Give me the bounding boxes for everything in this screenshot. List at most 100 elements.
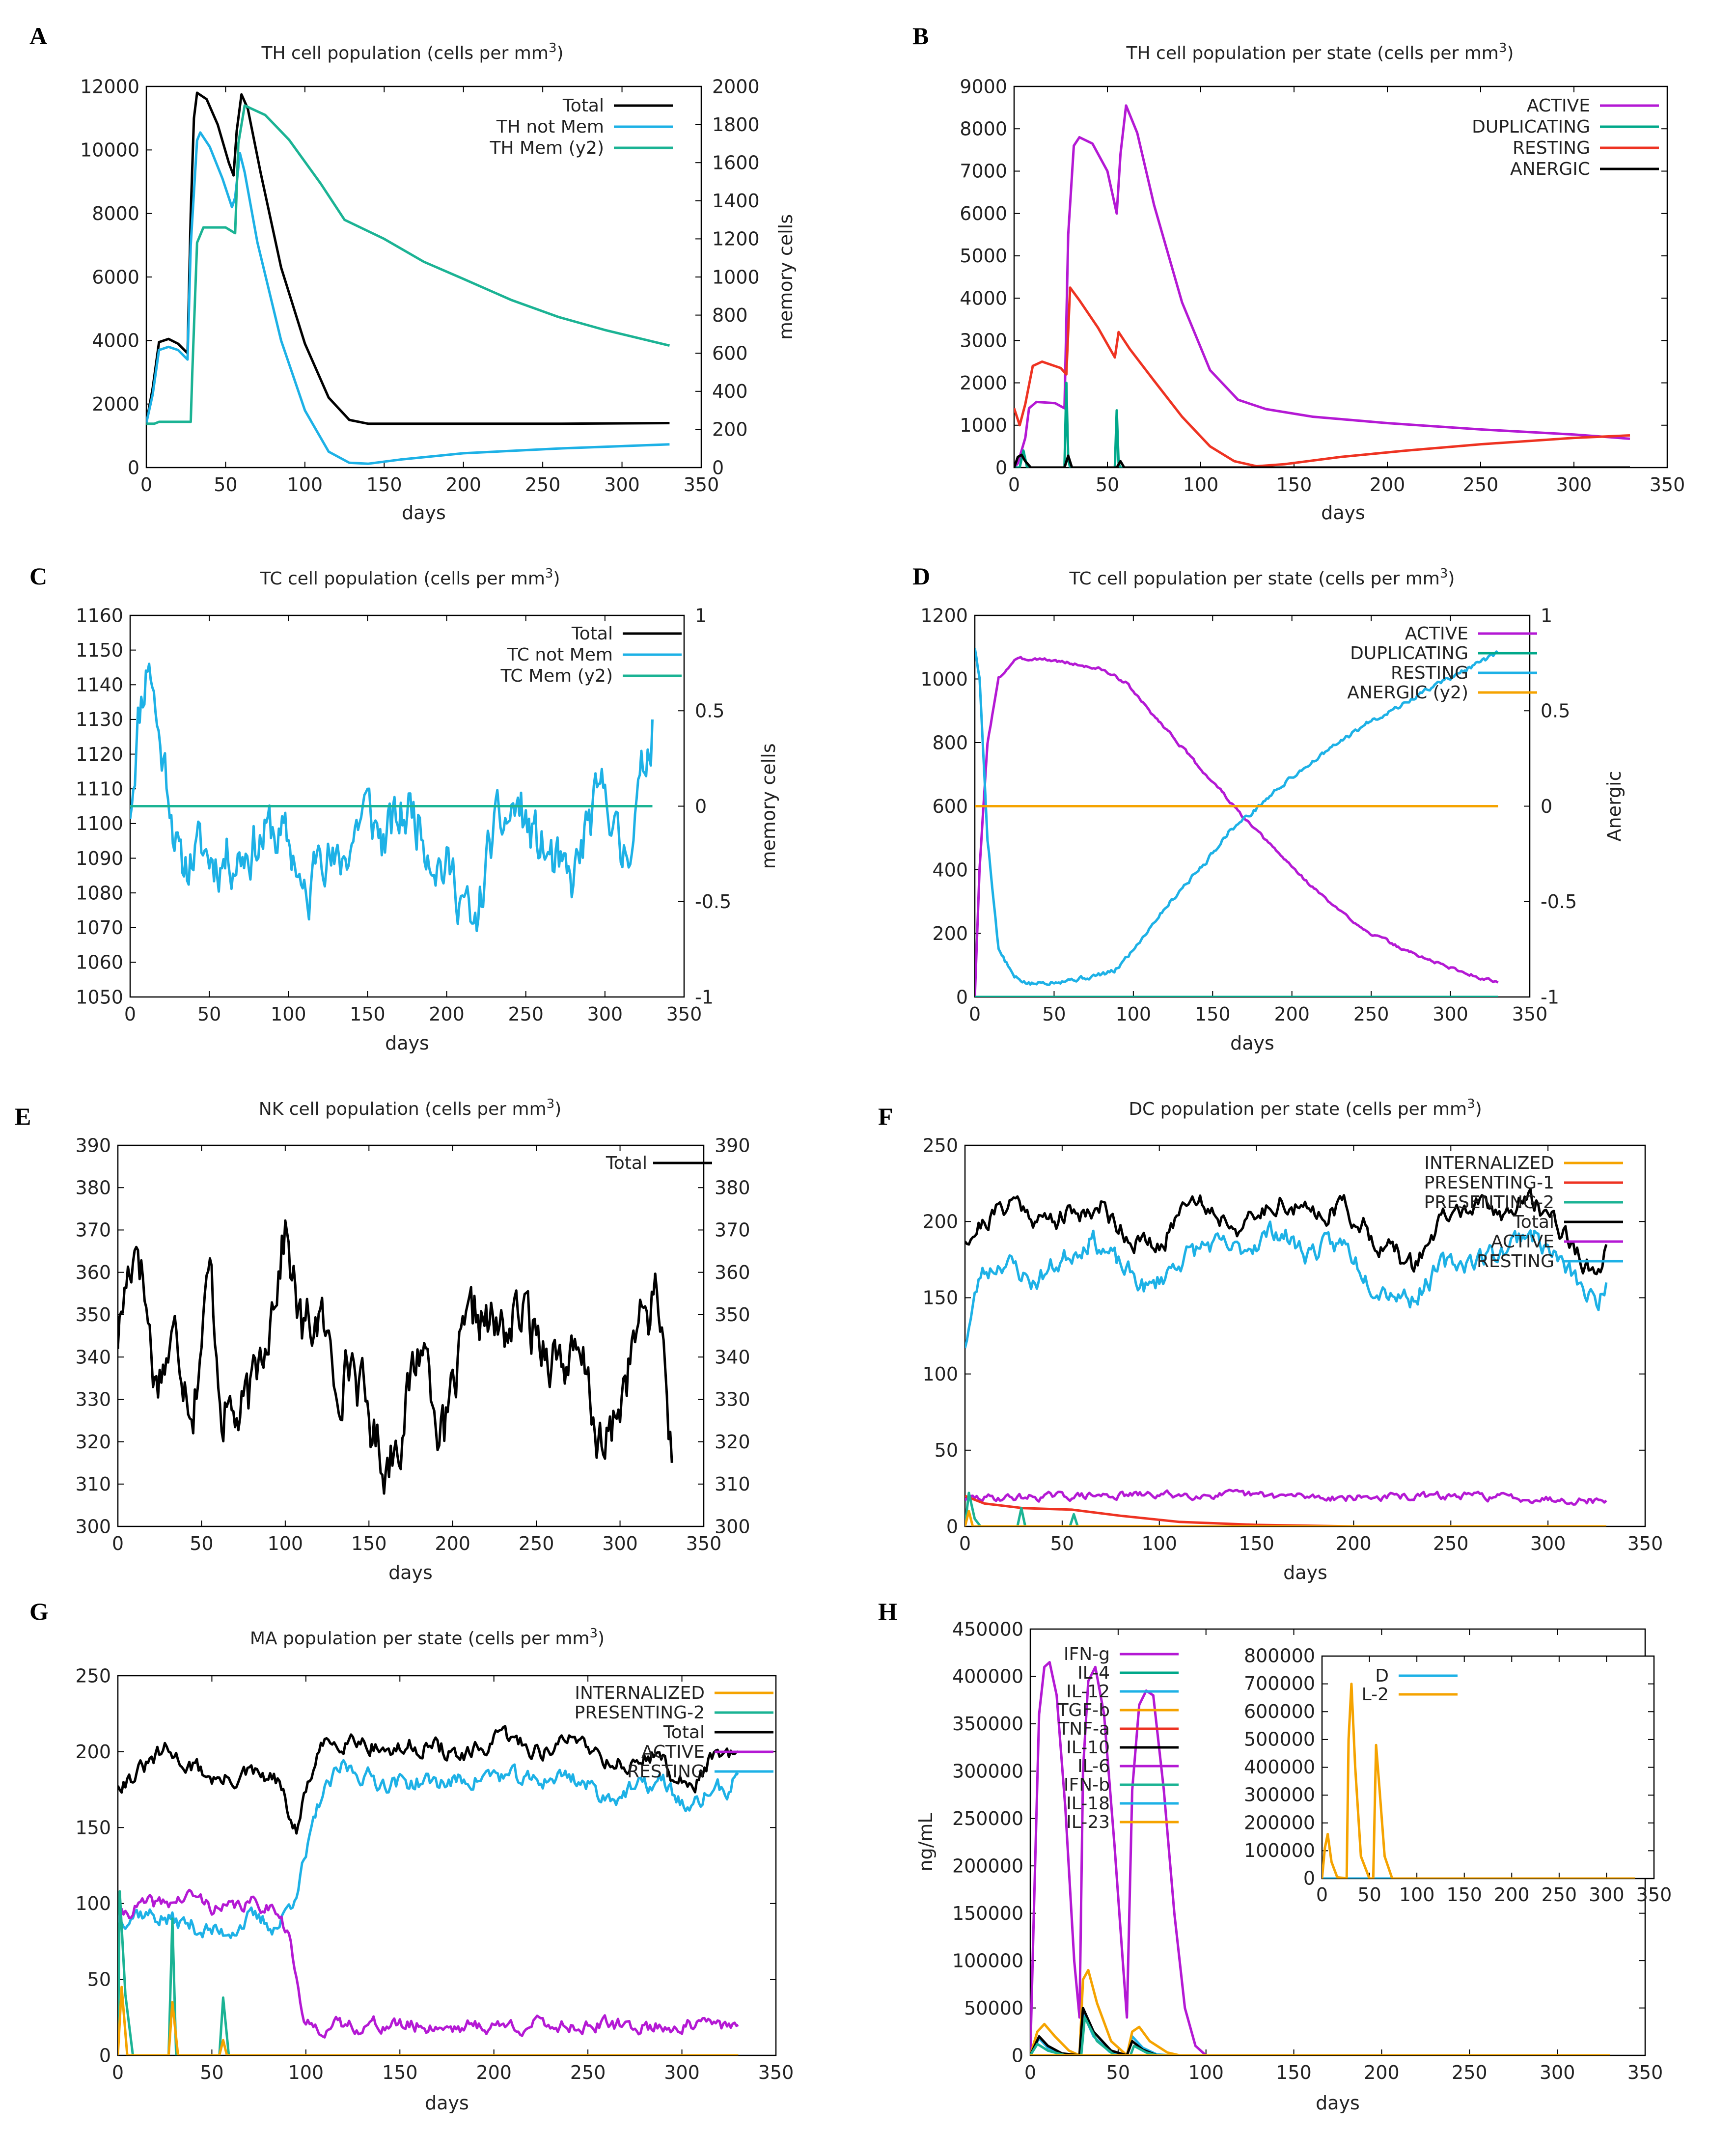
x-tick-label: 250 — [1463, 474, 1499, 496]
y-tick-label: 1160 — [76, 605, 123, 626]
y-tick-label: 0 — [995, 457, 1007, 478]
panel-letter: D — [912, 562, 930, 590]
x-tick-label: 250 — [1433, 1533, 1469, 1554]
h-legend-label: IL-6 — [1077, 1756, 1110, 1776]
d-legend-label: DUPLICATING — [1350, 643, 1468, 664]
chart-title: NK cell population (cells per mm3) — [259, 1097, 562, 1119]
y-tick-label: 7000 — [960, 161, 1007, 182]
x-tick-label: 300 — [1433, 1003, 1468, 1025]
x-tick-label: 100 — [1399, 1884, 1435, 1906]
series-line-active — [1014, 104, 1630, 468]
x-tick-label: 300 — [1540, 2062, 1575, 2083]
series-line-total — [965, 1188, 1608, 1275]
x-tick-label: 350 — [1650, 474, 1685, 496]
series-line-presenting-2 — [118, 1890, 739, 2055]
y2-tick-label: 0 — [1541, 796, 1552, 817]
x-tick-label: 200 — [1494, 1884, 1530, 1906]
x-tick-label: 150 — [351, 1533, 387, 1554]
x-tick-label: 200 — [1364, 2062, 1400, 2083]
y-tick-label: 390 — [75, 1134, 111, 1156]
y-tick-label: 0 — [946, 1516, 958, 1537]
h-legend-label: IL-4 — [1077, 1663, 1110, 1683]
h-inset-legend-label: L-2 — [1362, 1685, 1389, 1705]
x-axis-label: days — [1230, 1032, 1274, 1054]
y2-tick-label: 1400 — [712, 190, 760, 212]
x-tick-label: 250 — [1452, 2062, 1488, 2083]
y2-tick-label: 1 — [1541, 605, 1552, 626]
x-tick-label: 150 — [1446, 1884, 1482, 1906]
g-legend-label: INTERNALIZED — [575, 1683, 705, 1703]
a-legend-label: TH not Mem — [496, 117, 604, 137]
chart-title: TC cell population (cells per mm3) — [259, 566, 560, 589]
h-inset-legend-label: D — [1375, 1666, 1389, 1686]
panel-letter: B — [912, 22, 929, 50]
y-tick-label: 350000 — [952, 1713, 1023, 1735]
y-tick-label: 1100 — [76, 813, 123, 834]
x-tick-label: 300 — [664, 2062, 700, 2083]
panel-letter: F — [878, 1103, 893, 1130]
g-legend-label: Total — [663, 1722, 705, 1743]
series-line-th-not-mem — [146, 131, 670, 465]
x-tick-label: 200 — [445, 474, 481, 496]
x-tick-label: 50 — [1050, 1533, 1074, 1554]
y2-tick-label: 2000 — [712, 76, 760, 97]
g-legend-label: RESTING — [627, 1762, 705, 1782]
y2-tick-label: 1 — [695, 605, 707, 626]
y-tick-label: 400000 — [952, 1666, 1023, 1687]
series-group — [118, 1725, 739, 2055]
x-tick-label: 300 — [1589, 1884, 1625, 1906]
x-tick-label: 250 — [508, 1003, 544, 1025]
y-tick-label: 150 — [922, 1287, 958, 1309]
panel-g: G MA population per state (cells per mm3)… — [29, 1598, 794, 2114]
y2-tick-label: -1 — [695, 986, 714, 1008]
y-tick-label: 1110 — [76, 778, 123, 800]
x-tick-label: 0 — [1024, 2062, 1036, 2083]
y-tick-label: 10000 — [80, 139, 139, 161]
panel-letter: E — [15, 1103, 31, 1130]
d-legend-label: RESTING — [1391, 663, 1468, 683]
x-tick-label: 0 — [1316, 1884, 1328, 1906]
y-tick-label: 2000 — [960, 372, 1007, 394]
x-axis-label: days — [1321, 502, 1365, 524]
x-tick-label: 50 — [1096, 474, 1119, 496]
y2-tick-label: 370 — [715, 1219, 750, 1241]
series-line-active — [118, 1888, 739, 2039]
d-legend-label: ANERGIC (y2) — [1347, 683, 1468, 703]
x-tick-label: 300 — [587, 1003, 623, 1025]
y-tick-label: 250000 — [952, 1808, 1023, 1829]
series-line-internalized — [965, 1510, 1606, 1526]
x-axis-label: days — [425, 2092, 469, 2114]
y-tick-label: 100000 — [1244, 1840, 1315, 1861]
x-tick-label: 350 — [684, 474, 719, 496]
y-tick-label: 200 — [922, 1211, 958, 1233]
x-tick-label: 200 — [429, 1003, 465, 1025]
series-line-total — [118, 1725, 739, 1835]
y-tick-label: 1080 — [76, 882, 123, 904]
y-tick-label: 4000 — [960, 287, 1007, 309]
series-line-anergic — [1014, 453, 1630, 468]
series-line-internalized — [118, 1986, 739, 2055]
panel-h: H0 50 100 150 200 250 300 350050000100000150000… — [878, 1598, 1672, 2114]
plot-frame — [145, 85, 702, 469]
plot-frame — [117, 1144, 705, 1527]
y-tick-label: 350 — [75, 1304, 111, 1326]
y-tick-label: 9000 — [960, 76, 1007, 97]
x-tick-label: 50 — [200, 2062, 223, 2083]
series-line-active — [975, 656, 1499, 997]
x-tick-label: 250 — [519, 1533, 554, 1554]
x-tick-label: 100 — [1183, 474, 1219, 496]
y-tick-label: 370 — [75, 1219, 111, 1241]
f-legend-label: RESTING — [1477, 1251, 1554, 1272]
y-tick-label: 0 — [128, 457, 139, 478]
x-tick-label: 0 — [112, 2062, 124, 2083]
a-legend-label: Total — [562, 96, 604, 116]
chart-title: MA population per state (cells per mm3) — [250, 1626, 605, 1649]
y-tick-label: 0 — [956, 986, 968, 1008]
series-line-resting — [1014, 286, 1630, 468]
y-tick-label: 6000 — [92, 266, 139, 288]
y-tick-label: 1060 — [76, 952, 123, 973]
y-tick-label: 1200 — [920, 605, 968, 626]
x-tick-label: 150 — [1195, 1003, 1231, 1025]
h-legend-label: IFN-g — [1064, 1644, 1110, 1664]
y-tick-label: 150000 — [952, 1903, 1023, 1924]
